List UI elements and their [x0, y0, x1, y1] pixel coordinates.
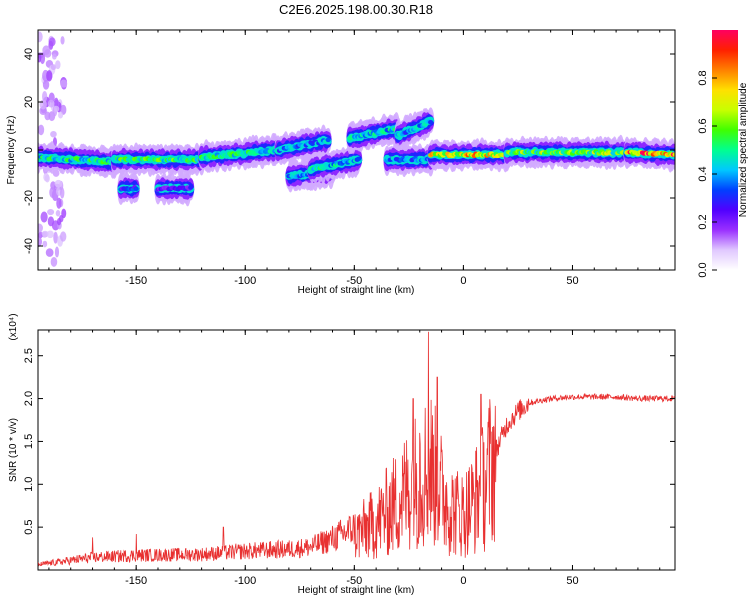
noise-blob [42, 91, 48, 102]
noise-blob [38, 31, 43, 43]
noise-blob [50, 256, 58, 267]
y-tick-label: 1.5 [23, 434, 35, 449]
noise-blob [42, 240, 48, 248]
spectrogram-axes: -150 -100 -50 0 50 -40 -20 0 20 40 [23, 30, 675, 287]
noise-blob [49, 186, 56, 198]
noise-blob [43, 172, 50, 182]
noise-blob [38, 124, 45, 136]
noise-blob [39, 99, 47, 110]
noise-blob [60, 79, 68, 88]
noise-blob [59, 231, 67, 242]
heat-core [356, 156, 362, 162]
noise-blob [56, 197, 62, 209]
snr-yscale-label: (x10⁴) [8, 313, 19, 340]
snr-panel: -150 -100 -50 0 50 0.5 1.0 1.5 2.0 2.5 Height of … [8, 313, 676, 596]
x-tick-label: -150 [125, 275, 147, 287]
y-tick-label: 2.5 [23, 348, 35, 363]
noise-blob [38, 223, 43, 233]
noise-blob [44, 111, 51, 121]
noise-blob [51, 53, 57, 60]
noise-blob [53, 231, 58, 244]
spectrogram-ylabel: Frequency (Hz) [6, 116, 17, 185]
snr-xlabel: Height of straight line (km) [298, 585, 415, 596]
heat-core [133, 186, 139, 192]
colorbar-label: Normalized spectral amplitude [738, 82, 749, 217]
noise-blob [58, 111, 64, 119]
noise-blob [38, 53, 42, 63]
noise-blob [54, 179, 63, 188]
noise-blob [54, 246, 60, 258]
y-tick-label: 0 [23, 147, 35, 153]
y-tick-label: 20 [23, 96, 35, 108]
colorbar-tick-label: 0.0 [697, 262, 709, 277]
x-tick-label: 0 [460, 575, 466, 587]
noise-blob [55, 209, 61, 217]
noise-blob [50, 64, 57, 71]
colorbar-tick-label: 0.2 [697, 214, 709, 229]
x-tick-label: -150 [125, 575, 147, 587]
x-tick-label: 50 [566, 275, 578, 287]
x-tick-label: -50 [346, 275, 362, 287]
y-tick-label: 1.0 [23, 477, 35, 492]
heat-core [428, 120, 434, 125]
noise-blob [60, 187, 65, 199]
heat-core [188, 185, 194, 190]
snr-axes: -150 -100 -50 0 50 0.5 1.0 1.5 2.0 2.5 [23, 330, 675, 587]
noise-blob [53, 105, 60, 112]
noise-blob [60, 36, 65, 45]
y-tick-label: -20 [23, 190, 35, 206]
colorbar-tick-label: 0.4 [697, 166, 709, 181]
colorbar: 0.0 0.2 0.4 0.6 0.8 Normalized spectral ampl… [697, 30, 749, 278]
noise-blob [40, 211, 48, 223]
spectrogram-panel: -150 -100 -50 0 50 -40 -20 0 20 40 Height of stra… [6, 29, 676, 296]
x-tick-label: 0 [460, 275, 466, 287]
heat-core [325, 137, 331, 143]
y-tick-label: 0.5 [23, 519, 35, 534]
noise-blob [50, 130, 57, 138]
noise-blob [38, 236, 43, 248]
chart-title: C2E6.2025.198.00.30.R18 [279, 2, 433, 17]
x-tick-label: -100 [234, 275, 256, 287]
heat-core [672, 152, 675, 157]
y-tick-label: -40 [23, 238, 35, 254]
noise-blob [42, 45, 51, 56]
y-tick-label: 40 [23, 48, 35, 60]
spectrogram-heatmap [38, 31, 675, 267]
noise-blob [48, 37, 56, 47]
colorbar-ticks: 0.0 0.2 0.4 0.6 0.8 [697, 70, 717, 278]
noise-blob [52, 169, 60, 177]
noise-blob [56, 217, 62, 226]
x-tick-label: -100 [234, 575, 256, 587]
spectrogram-xlabel: Height of straight line (km) [298, 285, 415, 296]
noise-blob [47, 216, 55, 227]
snr-frame [37, 329, 676, 571]
x-tick-label: -50 [346, 575, 362, 587]
noise-blob [46, 70, 53, 82]
noise-blob [47, 99, 55, 108]
colorbar-tick-label: 0.8 [697, 70, 709, 85]
snr-series-line [37, 331, 676, 567]
x-tick-label: 50 [566, 575, 578, 587]
snr-ylabel: SNR (10 * v/v) [8, 418, 19, 482]
noise-blob [42, 79, 50, 90]
noise-blob [47, 208, 55, 216]
colorbar-tick-label: 0.6 [697, 118, 709, 133]
noise-blob [45, 248, 54, 257]
noise-blob [46, 230, 54, 239]
y-tick-label: 2.0 [23, 391, 35, 406]
noise-blob [55, 60, 61, 70]
colorbar-gradient [712, 30, 738, 270]
